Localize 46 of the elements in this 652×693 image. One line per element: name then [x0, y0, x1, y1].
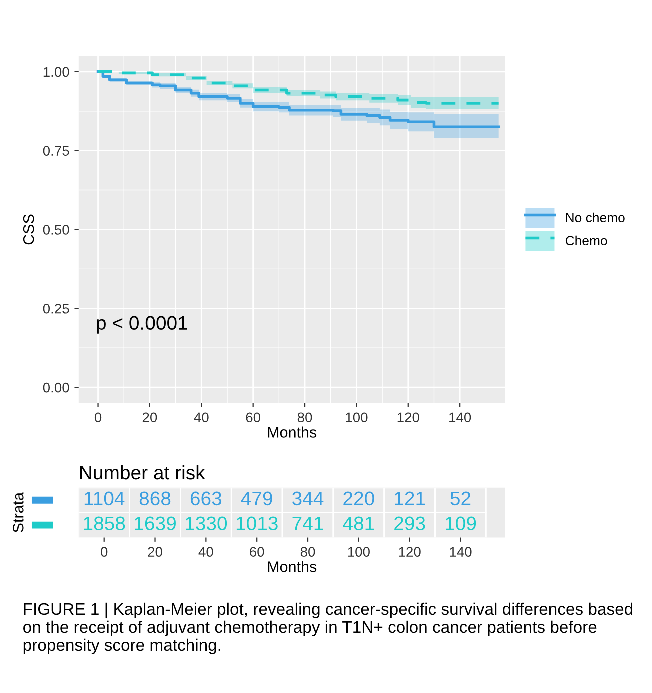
x-tick-label: 60: [250, 547, 264, 557]
annotation: p < 0.0001: [97, 316, 188, 334]
data-label: 1639: [135, 516, 176, 531]
data-label: 344: [292, 492, 324, 506]
x-tick-label: 120: [398, 412, 420, 423]
data-label: 52: [450, 492, 471, 506]
caption: FIGURE 1 | Kaplan-Meier plot, revealing cancer-specific survival differences based on the receipt of adjuvant chemotherapy in T1N+ colon cancer patients before propensity score matching.: [24, 602, 633, 654]
y-tick-label: 0.50: [43, 225, 70, 235]
x-tick-label: 40: [198, 547, 214, 557]
y-tick-label: 1.00: [44, 67, 70, 78]
x-tick-label: 120: [399, 547, 421, 557]
x-tick-label: 20: [142, 412, 158, 423]
data-label: 1013: [236, 516, 278, 531]
x-tick-label: 0: [101, 547, 108, 557]
x-tick-label: 40: [194, 412, 209, 423]
legend-label: Chemo: [566, 236, 608, 246]
legend-label: No chemo: [566, 212, 625, 223]
x-tick-label: 80: [298, 412, 312, 423]
data-label: 293: [394, 516, 426, 531]
data-label: 741: [292, 516, 324, 530]
x-tick-label: 100: [348, 547, 370, 557]
y-tick-label: 0.75: [43, 146, 70, 156]
data-label: 479: [241, 492, 272, 506]
data-label: 220: [344, 492, 374, 506]
y-tick-label: 0.00: [43, 382, 70, 393]
chart-title: Number at risk: [80, 465, 206, 480]
data-label: 1104: [84, 492, 125, 506]
x-axis-title: Months: [268, 426, 317, 438]
x-tick-label: 140: [450, 547, 472, 557]
x-tick-label: 60: [246, 412, 261, 423]
data-label: 109: [446, 516, 476, 531]
x-tick-label: 0: [94, 412, 102, 423]
x-axis-title: Months: [268, 561, 317, 572]
data-label: 1858: [84, 516, 126, 531]
y-axis-title: Strata: [12, 492, 24, 533]
data-label: 1330: [186, 516, 228, 531]
y-tick-label: 0.25: [43, 304, 70, 314]
x-tick-label: 140: [450, 412, 472, 423]
y-axis-title: CSS: [23, 214, 34, 245]
data-label: 121: [395, 492, 426, 506]
data-label: 868: [140, 492, 171, 506]
data-label: 663: [190, 492, 222, 506]
data-label: 481: [343, 516, 374, 531]
x-tick-label: 100: [346, 412, 368, 423]
x-tick-label: 20: [148, 547, 162, 557]
x-tick-label: 80: [300, 547, 316, 557]
